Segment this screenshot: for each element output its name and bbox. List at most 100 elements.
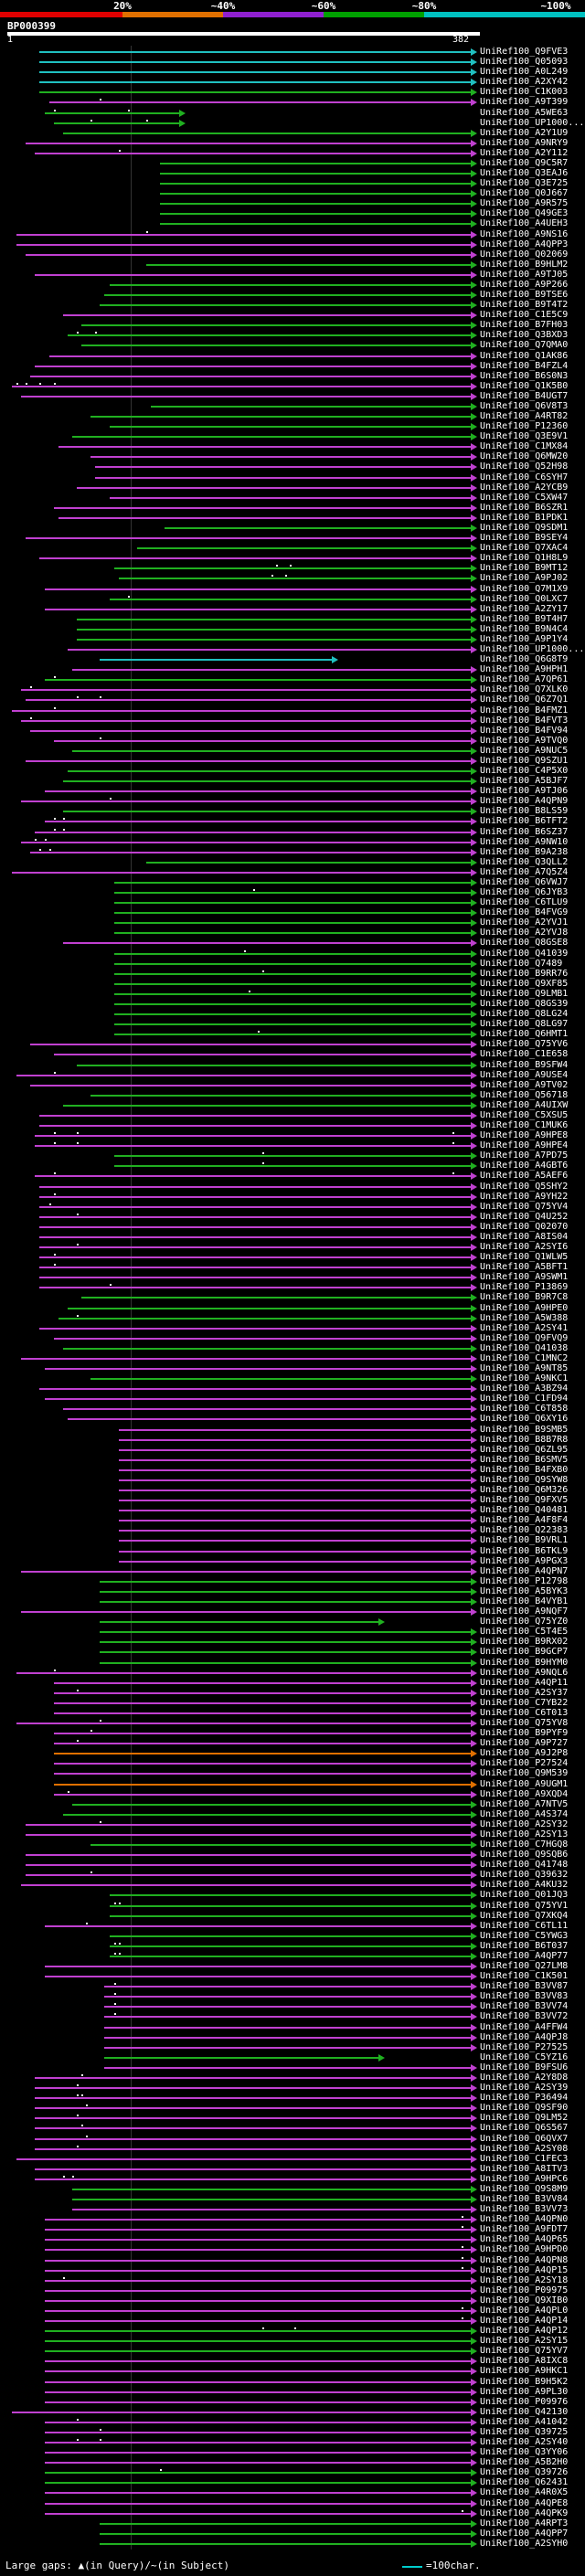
hit-label-link[interactable]: UniRef100_A9NRY9 — [480, 137, 569, 148]
hit-label-link[interactable]: UniRef100_A4S374 — [480, 1808, 569, 1819]
hit-alignment-line[interactable] — [35, 2178, 471, 2180]
hit-alignment-line[interactable] — [35, 273, 471, 276]
hit-alignment-line[interactable] — [44, 821, 471, 823]
hit-alignment-line[interactable] — [77, 638, 471, 641]
hit-label-link[interactable]: UniRef100_Q02069 — [480, 249, 569, 260]
hit-label-link[interactable]: UniRef100_A0L249 — [480, 67, 569, 78]
hit-label-link[interactable]: UniRef100_Q75YZ0 — [480, 1617, 569, 1627]
hit-label-link[interactable]: UniRef100_C5YWG3 — [480, 1930, 569, 1941]
hit-label-link[interactable]: UniRef100_A9NS16 — [480, 228, 569, 239]
hit-alignment-line[interactable] — [30, 1084, 471, 1087]
hit-alignment-line[interactable] — [113, 932, 471, 935]
hit-label-link[interactable]: UniRef100_Q3E725 — [480, 178, 569, 189]
hit-label-link[interactable]: UniRef100_B9H5K2 — [480, 2376, 569, 2387]
hit-alignment-line[interactable] — [71, 436, 471, 439]
hit-label-link[interactable]: UniRef100_C5YZ16 — [480, 2051, 569, 2062]
hit-alignment-line[interactable] — [118, 1500, 471, 1502]
hit-alignment-line[interactable] — [113, 902, 471, 905]
hit-alignment-line[interactable] — [44, 2330, 471, 2333]
hit-label-link[interactable]: UniRef100_B9SMB5 — [480, 1424, 569, 1435]
hit-label-link[interactable]: UniRef100_P09975 — [480, 2284, 569, 2295]
hit-alignment-line[interactable] — [118, 1520, 471, 1522]
hit-label-link[interactable]: UniRef100_Q9FXV5 — [480, 1495, 569, 1506]
hit-label-link[interactable]: UniRef100_A4QP14 — [480, 2316, 569, 2327]
hit-alignment-line[interactable] — [113, 992, 471, 995]
hit-label-link[interactable]: UniRef100_B1PDK1 — [480, 512, 569, 523]
hit-label-link[interactable]: UniRef100_A2SY40 — [480, 2437, 569, 2448]
hit-label-link[interactable]: UniRef100_A2SY41 — [480, 1322, 569, 1333]
hit-alignment-line[interactable] — [21, 1611, 471, 1614]
hit-label-link[interactable]: UniRef100_A9TJ06 — [480, 786, 569, 797]
hit-label-link[interactable]: UniRef100_Q9SYW8 — [480, 1474, 569, 1485]
hit-label-link[interactable]: UniRef100_A5WE63 — [480, 107, 569, 118]
hit-alignment-line[interactable] — [146, 861, 471, 864]
hit-alignment-line[interactable] — [39, 1195, 471, 1198]
hit-label-link[interactable]: UniRef100_B9FSU6 — [480, 2062, 569, 2072]
hit-alignment-line[interactable] — [71, 749, 471, 752]
hit-label-link[interactable]: UniRef100_Q9SQB6 — [480, 1850, 569, 1860]
hit-alignment-line[interactable] — [21, 1570, 471, 1573]
hit-alignment-line[interactable] — [30, 851, 471, 853]
hit-label-link[interactable]: UniRef100_A9P1Y4 — [480, 633, 569, 644]
hit-alignment-line[interactable] — [44, 2340, 471, 2343]
hit-alignment-line[interactable] — [35, 2087, 471, 2090]
hit-alignment-line[interactable] — [53, 122, 179, 124]
hit-alignment-line[interactable] — [35, 1135, 471, 1138]
hit-label-link[interactable]: UniRef100_Q6Z7Q1 — [480, 694, 569, 705]
hit-alignment-line[interactable] — [21, 689, 471, 692]
hit-label-link[interactable]: UniRef100_Q3QLL2 — [480, 856, 569, 867]
hit-label-link[interactable]: UniRef100_B3VV74 — [480, 2001, 569, 2012]
hit-label-link[interactable]: UniRef100_A5BFT1 — [480, 1262, 569, 1273]
hit-label-link[interactable]: UniRef100_B9N4C4 — [480, 623, 569, 634]
hit-alignment-line[interactable] — [104, 294, 471, 297]
hit-alignment-line[interactable] — [35, 1175, 471, 1178]
hit-label-link[interactable]: UniRef100_B9GCP7 — [480, 1647, 569, 1658]
hit-label-link[interactable]: UniRef100_A4GBT6 — [480, 1161, 569, 1171]
hit-alignment-line[interactable] — [71, 669, 471, 672]
hit-label-link[interactable]: UniRef100_Q9LMB1 — [480, 988, 569, 999]
hit-label-link[interactable]: UniRef100_A9T399 — [480, 97, 569, 108]
hit-alignment-line[interactable] — [35, 2107, 471, 2110]
hit-label-link[interactable]: UniRef100_Q1AK86 — [480, 350, 569, 361]
hit-label-link[interactable]: UniRef100_Q52H98 — [480, 461, 569, 472]
hit-label-link[interactable]: UniRef100_Q6HMT1 — [480, 1029, 569, 1040]
hit-alignment-line[interactable] — [100, 1651, 471, 1654]
hit-label-link[interactable]: UniRef100_Q9S8M9 — [480, 2183, 569, 2194]
hit-alignment-line[interactable] — [53, 739, 471, 742]
hit-alignment-line[interactable] — [77, 1064, 471, 1066]
hit-alignment-line[interactable] — [53, 1681, 471, 1684]
hit-alignment-line[interactable] — [30, 729, 471, 732]
hit-alignment-line[interactable] — [35, 2147, 471, 2150]
hit-alignment-line[interactable] — [39, 71, 471, 74]
hit-alignment-line[interactable] — [35, 831, 471, 833]
hit-label-link[interactable]: UniRef100_A9NQF7 — [480, 1606, 569, 1617]
hit-alignment-line[interactable] — [35, 2127, 471, 2130]
hit-alignment-line[interactable] — [44, 2239, 471, 2242]
hit-label-link[interactable]: UniRef100_B3VV87 — [480, 1981, 569, 1992]
hit-label-link[interactable]: UniRef100_B9PYF9 — [480, 1728, 569, 1739]
hit-label-link[interactable]: UniRef100_A2ZY17 — [480, 603, 569, 614]
hit-label-link[interactable]: UniRef100_P12798 — [480, 1575, 569, 1586]
hit-alignment-line[interactable] — [113, 1034, 471, 1036]
hit-label-link[interactable]: UniRef100_A4QPJ8 — [480, 2031, 569, 2042]
hit-label-link[interactable]: UniRef100_Q62431 — [480, 2477, 569, 2488]
hit-alignment-line[interactable] — [62, 132, 471, 134]
hit-alignment-line[interactable] — [62, 1408, 471, 1411]
hit-label-link[interactable]: UniRef100_Q40481 — [480, 1505, 569, 1516]
hit-alignment-line[interactable] — [71, 1803, 471, 1806]
hit-label-link[interactable]: UniRef100_A4QPP3 — [480, 239, 569, 249]
hit-alignment-line[interactable] — [118, 1458, 471, 1461]
hit-alignment-line[interactable] — [44, 2482, 471, 2485]
hit-alignment-line[interactable] — [104, 2056, 378, 2059]
hit-label-link[interactable]: UniRef100_B9SFW4 — [480, 1059, 569, 1070]
hit-label-link[interactable]: UniRef100_C1MX84 — [480, 441, 569, 452]
hit-label-link[interactable]: UniRef100_Q3E9V1 — [480, 431, 569, 442]
hit-label-link[interactable]: UniRef100_A9HPD0 — [480, 2244, 569, 2255]
hit-alignment-line[interactable] — [100, 2532, 471, 2535]
hit-alignment-line[interactable] — [58, 1317, 471, 1320]
hit-label-link[interactable]: UniRef100_C5XSU5 — [480, 1109, 569, 1120]
hit-label-link[interactable]: UniRef100_Q39725 — [480, 2426, 569, 2437]
hit-label-link[interactable]: UniRef100_Q3YY06 — [480, 2447, 569, 2458]
hit-label-link[interactable]: UniRef100_Q7XKQ4 — [480, 1910, 569, 1921]
hit-alignment-line[interactable] — [62, 942, 471, 945]
